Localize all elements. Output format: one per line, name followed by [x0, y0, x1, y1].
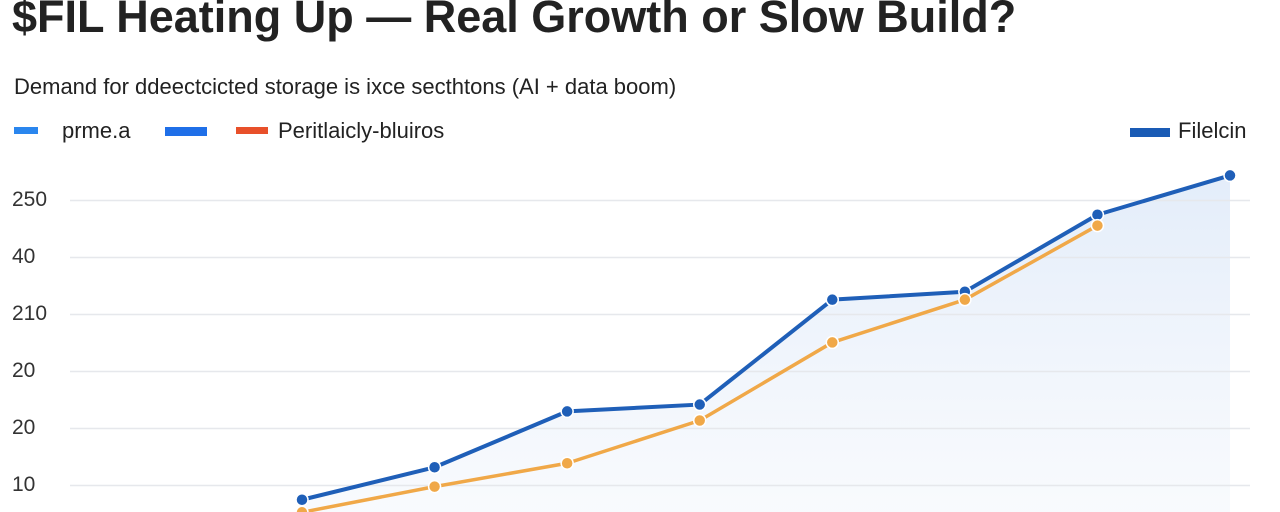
legend-swatch — [165, 127, 207, 136]
point — [427, 479, 442, 494]
point — [958, 292, 972, 307]
point — [825, 335, 840, 350]
legend-swatch — [1130, 128, 1170, 137]
point — [825, 292, 840, 307]
y-tick-label: 10 — [12, 473, 35, 496]
legend: prme.a Peritlaicly-bluiros Filelcin — [14, 118, 1246, 143]
point — [560, 456, 574, 471]
point — [692, 413, 707, 428]
point — [692, 397, 707, 412]
y-tick-label: 20 — [12, 416, 35, 439]
y-tick-label: 210 — [12, 302, 47, 325]
point — [295, 505, 309, 512]
legend-swatch — [14, 127, 38, 134]
point — [560, 404, 574, 419]
point — [295, 493, 309, 507]
y-tick-label: 250 — [12, 188, 47, 211]
legend-label: prme.a — [62, 118, 131, 143]
y-tick-label: 40 — [12, 245, 35, 268]
point — [1090, 218, 1105, 233]
legend-label: Filelcin — [1178, 118, 1246, 143]
point — [1223, 168, 1237, 183]
chart-subtitle: Demand for ddeectcicted storage is ixce … — [14, 74, 676, 99]
chart-title: $FIL Heating Up — Real Growth or Slow Bu… — [12, 0, 1016, 42]
legend-swatch — [236, 127, 268, 134]
series-line — [301, 173, 1231, 502]
legend-label: Peritlaicly-bluiros — [278, 118, 444, 143]
y-tick-label: 20 — [12, 359, 35, 382]
point — [427, 460, 442, 475]
